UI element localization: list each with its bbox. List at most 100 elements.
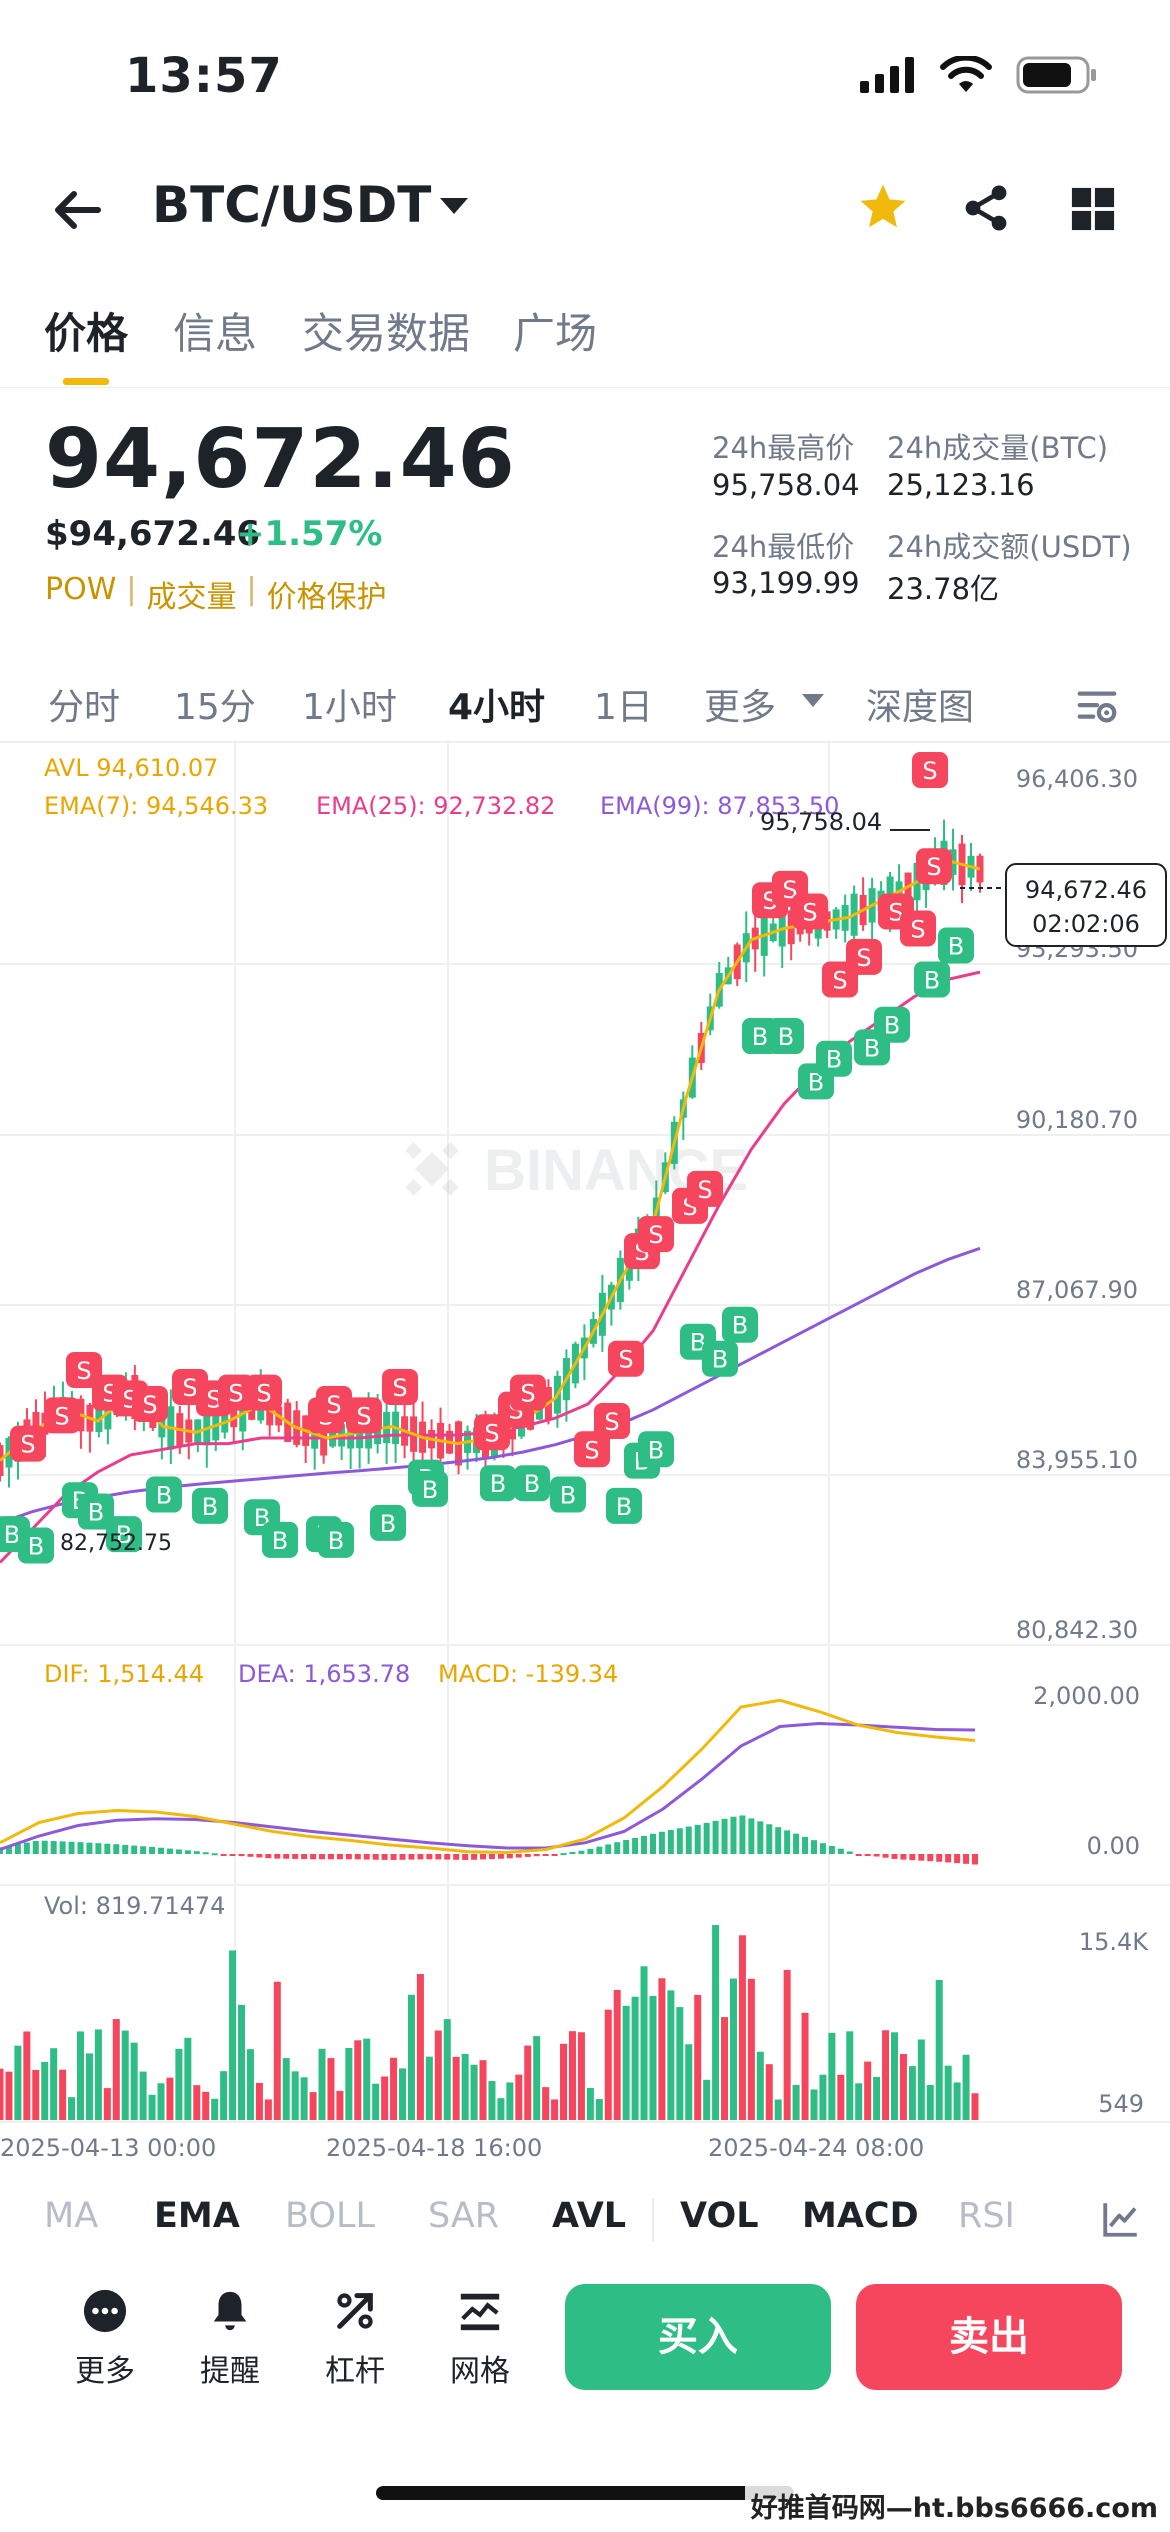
buy-marker-letter: B [380,1510,396,1538]
macd-bar [77,1842,84,1854]
volume-bar [59,2069,67,2120]
macd-bar [50,1841,57,1854]
kline-svg[interactable]: BINANCE AVL 94,610.07 EMA(7): 94,546.33 … [0,742,1170,2172]
volume-bar [399,2068,407,2120]
volume-bar [264,2099,272,2120]
price-axis-label: 87,067.90 [1016,1276,1138,1304]
macd-dea-label: DEA: 1,653.78 [238,1660,410,1688]
indicator-ma[interactable]: MA [44,2196,99,2236]
share-icon[interactable] [960,182,1012,234]
macd-value-label: MACD: -139.34 [438,1660,618,1688]
pair-selector[interactable]: BTC/USDT [152,176,432,234]
grid-action[interactable]: 网格 [425,2288,535,2390]
back-arrow-icon[interactable] [50,182,106,238]
macd-bar [748,1818,755,1854]
sell-button[interactable]: 卖出 [856,2284,1122,2390]
indicator-sar[interactable]: SAR [428,2196,500,2236]
vol-btc-value: 25,123.16 [887,468,1035,502]
tab-trade-data[interactable]: 交易数据 [302,309,471,358]
more-dropdown-icon[interactable] [802,694,824,707]
macd-bar [113,1844,120,1854]
tab-info[interactable]: 信息 [173,309,258,358]
legend-ema99: EMA(99): 87,853.50 [600,792,839,820]
sell-marker-letter: S [182,1374,197,1402]
alert-action[interactable]: 提醒 [175,2288,285,2390]
price-axis-label: 83,955.10 [1016,1446,1138,1474]
more-action-label: 更多 [75,2354,135,2389]
sell-marker: S [916,848,952,885]
tag-pow[interactable]: POW [45,572,117,607]
macd-bar [560,1853,567,1856]
indicator-boll[interactable]: BOLL [285,2196,375,2236]
interval-1d[interactable]: 1日 [594,687,653,728]
volume-bar [944,2065,952,2120]
tag-volume[interactable]: 成交量 [146,580,237,615]
macd-bar [757,1821,764,1854]
status-time: 13:57 [125,48,283,104]
sell-marker-badge [574,1431,610,1468]
macd-bar [480,1854,487,1860]
legend-ema25: EMA(25): 92,732.82 [316,792,555,820]
chart-settings-icon[interactable] [1074,684,1120,730]
volume-bar [452,2056,460,2120]
macd-bar [605,1844,612,1854]
sell-marker-letter: S [802,899,817,927]
macd-bar [41,1840,48,1854]
buy-marker-letter: B [884,1012,900,1040]
leverage-action-label: 杠杆 [325,2354,385,2389]
buy-marker: B [874,1006,910,1043]
interval-4h[interactable]: 4小时 [448,687,546,728]
interval-timeline[interactable]: 分时 [48,687,121,728]
volume-bar [738,1935,746,2120]
macd-bar [417,1854,424,1860]
volume-bar [85,2053,93,2120]
macd-bar [408,1854,415,1860]
indicator-vol[interactable]: VOL [680,2196,759,2236]
volume-bar [148,2094,156,2120]
volume-bar [220,2071,228,2120]
interval-depth[interactable]: 深度图 [866,687,975,728]
indicator-ema[interactable]: EMA [154,2196,240,2236]
wifi-icon [940,56,992,92]
interval-1h[interactable]: 1小时 [302,687,397,728]
interval-more[interactable]: 更多 [704,687,777,728]
volume-bar [77,2031,85,2120]
legend-avl: AVL 94,610.07 [44,754,218,782]
tag-price-protection[interactable]: 价格保护 [266,580,387,615]
sell-marker-letter: S [326,1391,341,1419]
buy-marker-letter: B [864,1034,880,1062]
buy-marker: B [480,1465,516,1502]
indicator-rsi[interactable]: RSI [958,2196,1015,2236]
tab-price[interactable]: 价格 [44,309,129,358]
kline-chart[interactable]: BINANCE AVL 94,610.07 EMA(7): 94,546.33 … [0,742,1170,2172]
tab-square[interactable]: 广场 [513,309,598,358]
volume-bar [282,2058,290,2120]
price-axis-label: 90,180.70 [1016,1106,1138,1134]
macd-bar [551,1854,558,1856]
indicator-settings-icon[interactable] [1100,2198,1142,2240]
indicator-macd[interactable]: MACD [802,2196,919,2236]
interval-15m[interactable]: 15分 [174,687,256,728]
layout-grid-icon[interactable] [1070,186,1116,232]
volume-bar [542,2087,550,2120]
macd-bar [0,1847,3,1854]
sell-marker: S [10,1425,46,1462]
more-action[interactable]: 更多 [50,2288,160,2390]
volume-bar [774,2099,782,2120]
macd-bar [238,1854,245,1857]
macd-bar [954,1854,961,1864]
sell-marker-letter: S [584,1436,599,1464]
leverage-action[interactable]: 杠杆 [300,2288,410,2390]
volume-bar [810,2089,818,2120]
buy-marker-badge [262,1521,298,1558]
favorite-star-icon[interactable] [856,180,910,234]
buy-marker: B [550,1476,586,1513]
volume-bar [756,2051,764,2120]
pair-dropdown-icon[interactable] [440,198,468,214]
buy-button[interactable]: 买入 [565,2284,831,2390]
indicator-avl[interactable]: AVL [552,2196,627,2236]
sell-marker-badge [246,1374,282,1411]
macd-bar [95,1843,102,1854]
macd-bar [918,1854,925,1861]
sell-marker-badge [218,1374,254,1411]
